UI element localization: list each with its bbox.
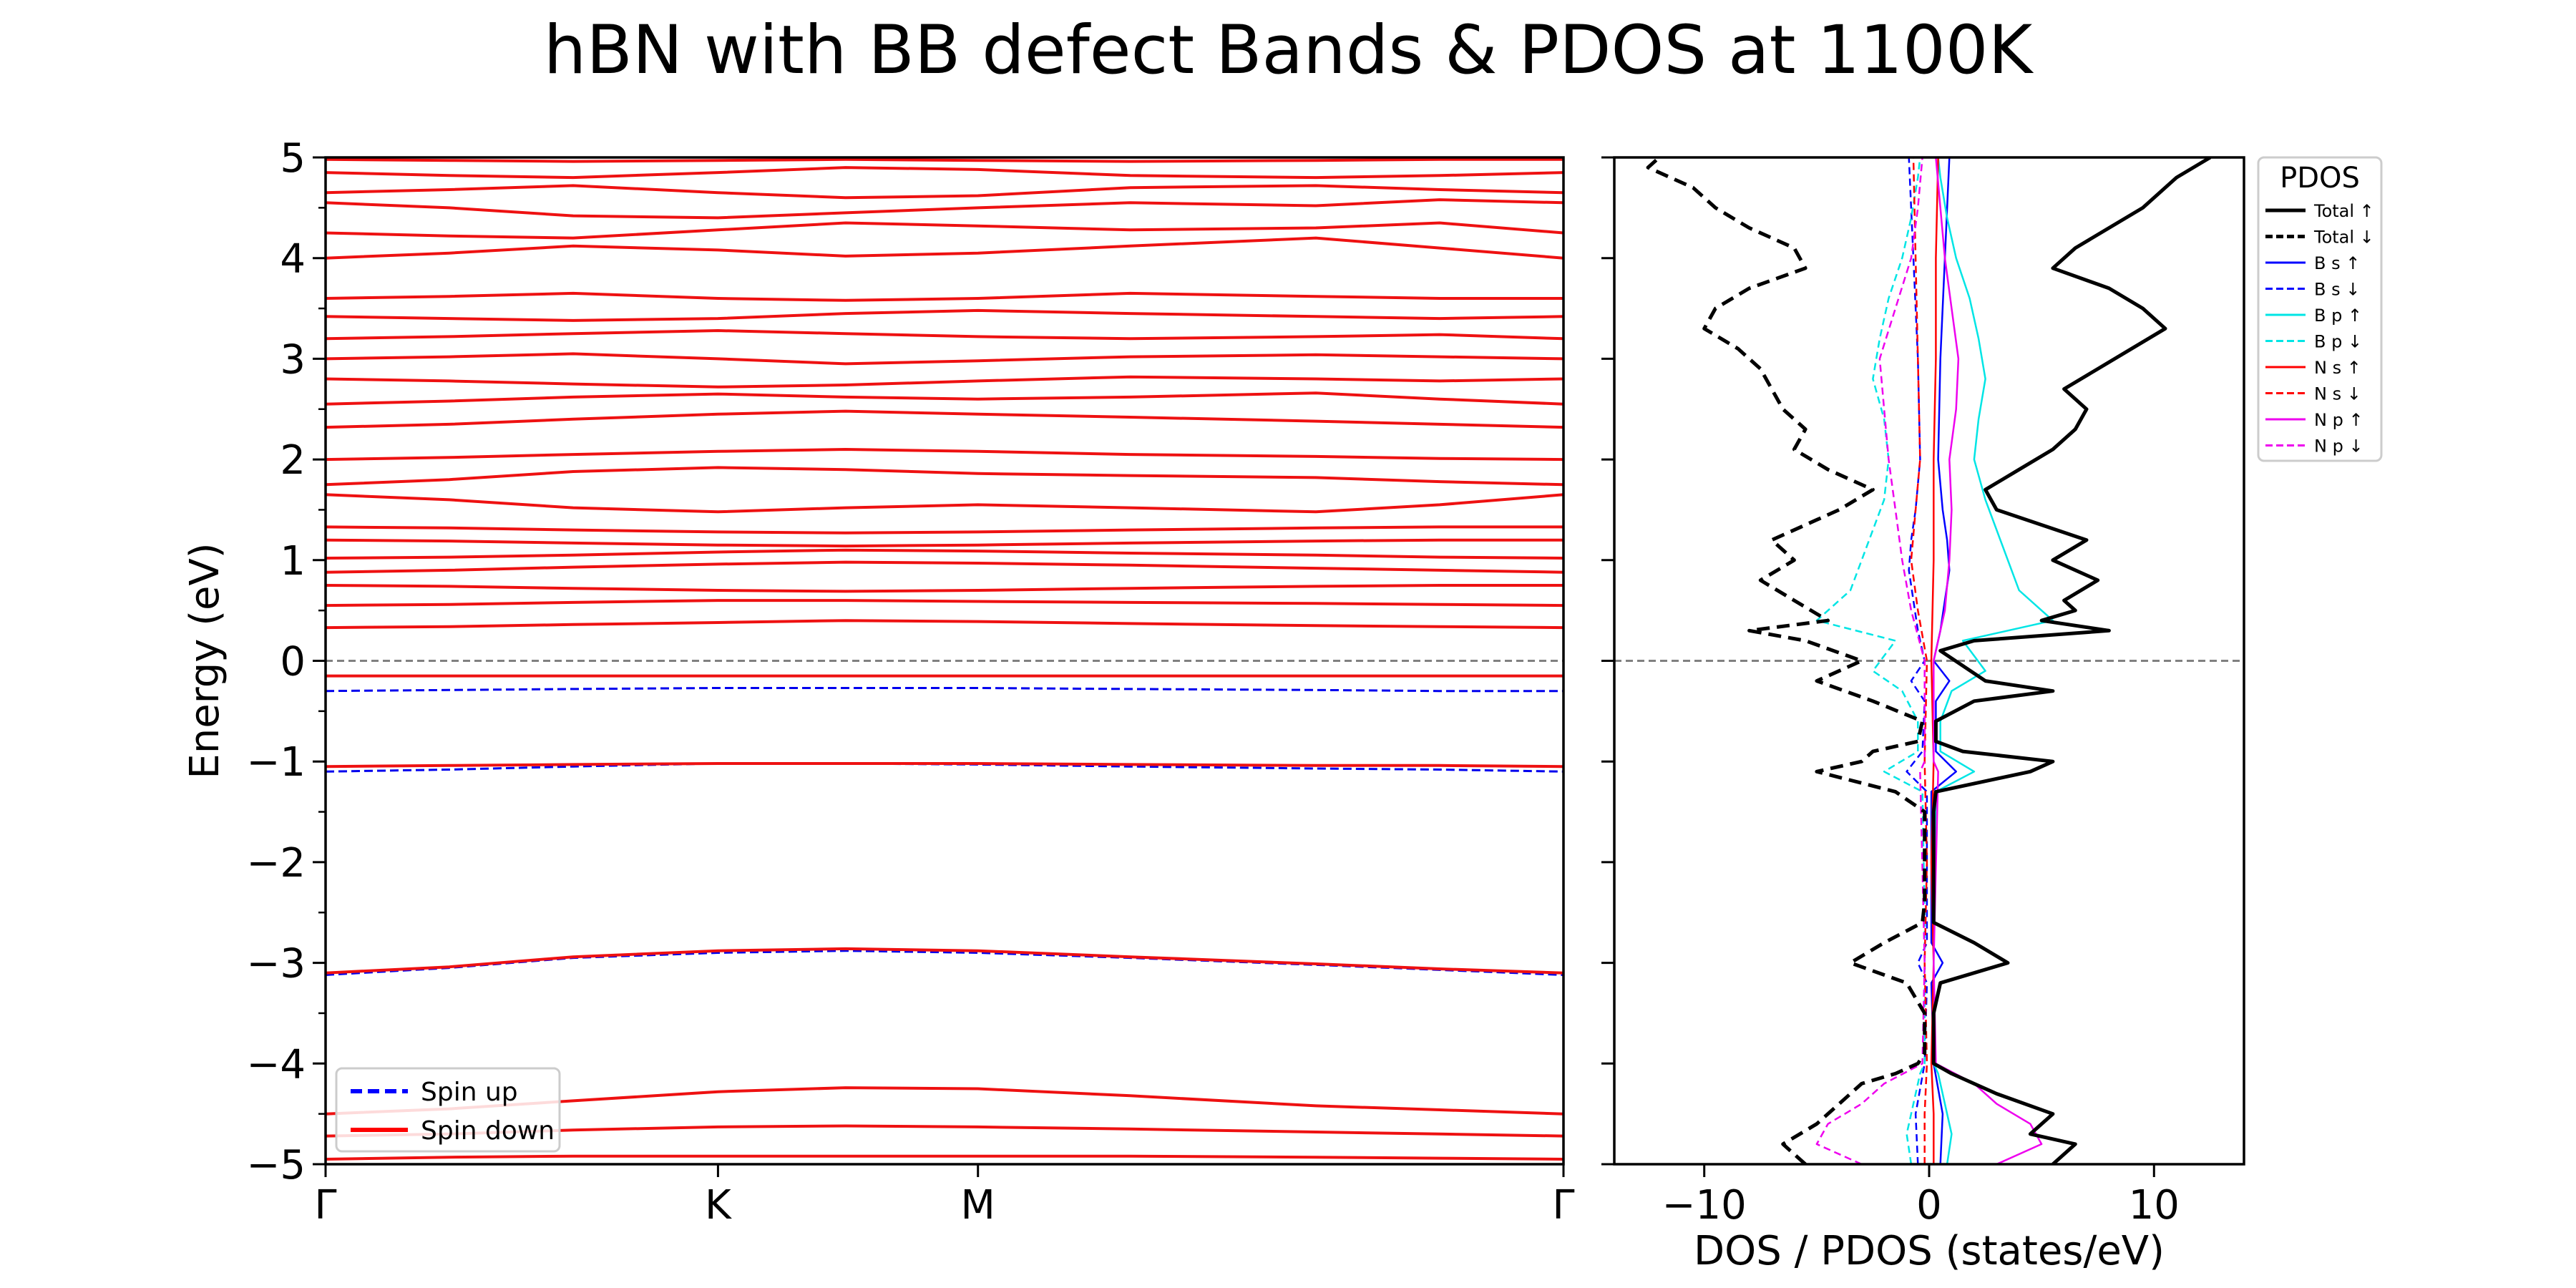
pdos-legend-box xyxy=(2257,156,2383,462)
y-axis-label: Energy (eV) xyxy=(182,542,228,779)
y-tick-label: 2 xyxy=(280,437,306,484)
spin-down-band xyxy=(326,599,1563,608)
kpoint-label: Γ xyxy=(314,1182,336,1229)
spin-up-band xyxy=(326,687,1563,693)
pdos-curve-bs-up xyxy=(1930,157,1957,1164)
kpoint-label: K xyxy=(705,1182,732,1229)
spin-down-band xyxy=(326,1154,1563,1161)
y-tick-label: 4 xyxy=(280,236,306,283)
pdos-axes-frame xyxy=(1613,156,2245,1166)
spin-down-band xyxy=(326,352,1563,366)
pdos-legend-label: B p ↓ xyxy=(2314,332,2362,352)
pdos-legend: PDOS Total ↑ Total ↓ B s ↑ B s ↓ B p ↑ B p ↓ N … xyxy=(2257,156,2383,462)
spin-down-band xyxy=(326,409,1563,429)
spin-down-band xyxy=(326,619,1563,630)
spin-down-band xyxy=(326,198,1563,220)
pdos-legend-label: B s ↓ xyxy=(2314,280,2360,300)
spin-down-band xyxy=(326,548,1563,560)
spin-down-band xyxy=(326,538,1563,548)
spin-down-band xyxy=(326,308,1563,322)
kpoint-label: M xyxy=(961,1182,995,1229)
y-tick-label: −1 xyxy=(246,739,306,786)
spin-down-band xyxy=(326,157,1563,163)
band-legend-label: Spin down xyxy=(421,1116,555,1146)
spin-down-band xyxy=(326,493,1563,514)
spin-down-band xyxy=(326,560,1563,574)
band-axes-frame xyxy=(324,156,1565,1166)
pdos-x-tick-label: 10 xyxy=(2129,1182,2180,1229)
spin-down-band xyxy=(326,947,1563,975)
spin-down-band xyxy=(326,328,1563,341)
y-tick-label: 3 xyxy=(280,336,306,383)
spin-down-band xyxy=(326,447,1563,462)
band-legend-label: Spin up xyxy=(421,1078,518,1107)
spin-down-band xyxy=(326,466,1563,487)
pdos-legend-label: N p ↓ xyxy=(2314,436,2363,457)
pdos-legend-label: Total ↓ xyxy=(2313,228,2374,248)
pdos-legend-label: B s ↑ xyxy=(2314,253,2360,273)
y-tick-label: 0 xyxy=(280,639,306,686)
spin-down-band xyxy=(326,166,1563,180)
spin-down-band xyxy=(326,375,1563,389)
y-tick-label: 5 xyxy=(280,135,306,182)
pdos-x-axis-label: DOS / PDOS (states/eV) xyxy=(1694,1228,2165,1274)
kpoint-label: Γ xyxy=(1552,1182,1574,1229)
spin-down-band xyxy=(326,291,1563,302)
y-tick-label: −5 xyxy=(246,1142,306,1189)
pdos-legend-label: B p ↑ xyxy=(2314,306,2362,326)
spin-down-band xyxy=(326,762,1563,769)
pdos-curve-ns-down xyxy=(1910,157,1928,1164)
pdos-x-tick-label: −10 xyxy=(1662,1182,1747,1229)
y-tick-label: −4 xyxy=(246,1041,306,1088)
pdos-x-tick-label: 0 xyxy=(1916,1182,1942,1229)
pdos-legend-label: N s ↓ xyxy=(2314,384,2361,404)
y-tick-label: −3 xyxy=(246,941,306,987)
pdos-curve-total-up xyxy=(1931,157,2212,1164)
band-legend: Spin up Spin down xyxy=(335,1067,561,1153)
y-tick-label: 1 xyxy=(280,538,306,585)
figure-title: hBN with BB defect Bands & PDOS at 1100K xyxy=(544,11,2034,89)
pdos-legend-title: PDOS xyxy=(2280,162,2360,195)
pdos-curve-np-up xyxy=(1933,157,2043,1164)
pdos-curves xyxy=(1646,157,2212,1164)
pdos-legend-label: Total ↑ xyxy=(2313,201,2374,221)
spin-down-band xyxy=(326,236,1563,260)
spin-down-band xyxy=(326,221,1563,240)
y-tick-label: −2 xyxy=(246,840,306,887)
spin-down-band xyxy=(326,584,1563,593)
pdos-curve-ns-up xyxy=(1930,157,1939,1164)
spin-down-band xyxy=(326,391,1563,406)
pdos-legend-label: N p ↑ xyxy=(2314,410,2363,430)
pdos-legend-label: N s ↑ xyxy=(2314,358,2361,378)
pdos-curve-np-down xyxy=(1815,157,1926,1164)
spin-down-band xyxy=(326,525,1563,535)
spin-down-band xyxy=(326,184,1563,200)
pdos-curve-total-down xyxy=(1646,157,1927,1164)
band-lines xyxy=(326,157,1563,1161)
